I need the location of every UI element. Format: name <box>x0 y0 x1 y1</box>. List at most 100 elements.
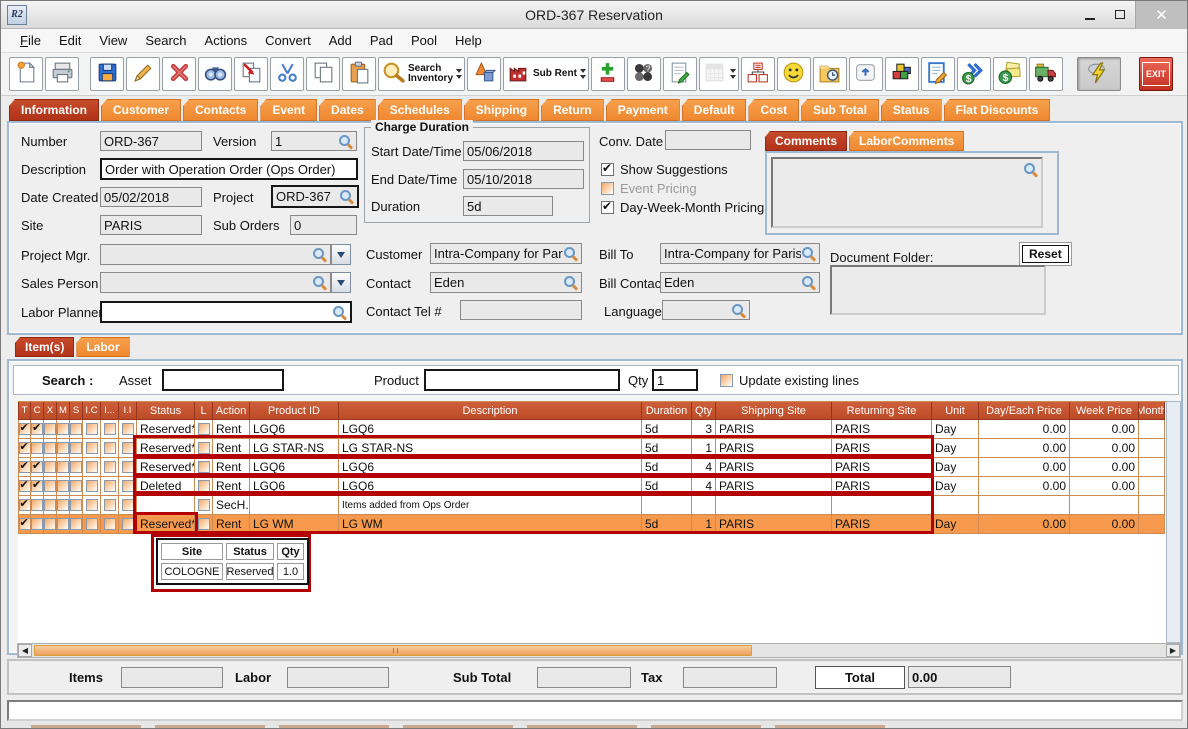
menu-edit[interactable]: Edit <box>58 33 82 48</box>
row-checkbox[interactable] <box>57 480 69 492</box>
column-header-c[interactable]: C <box>31 402 44 420</box>
row-checkbox[interactable] <box>70 480 82 492</box>
search-icon[interactable] <box>563 275 578 290</box>
tab-comments[interactable]: Comments <box>765 131 848 151</box>
row-checkbox[interactable] <box>121 461 134 473</box>
row-checkbox[interactable] <box>121 423 134 435</box>
l-checkbox[interactable] <box>197 461 210 473</box>
document-folder-field[interactable] <box>830 265 1046 315</box>
row-checkbox[interactable] <box>44 480 56 492</box>
reset-button[interactable]: Reset <box>1019 242 1072 266</box>
row-checkbox[interactable] <box>57 499 69 511</box>
row-checkbox[interactable] <box>70 499 82 511</box>
version-field[interactable]: 1 <box>271 131 357 151</box>
new-document-button[interactable] <box>9 57 43 91</box>
tab-default[interactable]: Default <box>681 99 747 121</box>
search-icon[interactable] <box>312 275 327 290</box>
customer-field[interactable]: Intra-Company for Paris Site <box>430 243 582 264</box>
search-icon[interactable] <box>339 189 354 204</box>
menu-help[interactable]: Help <box>455 33 482 48</box>
save-button[interactable] <box>90 57 124 91</box>
column-header-shipping-site[interactable]: Shipping Site <box>716 402 832 420</box>
search-icon[interactable] <box>312 247 327 262</box>
search-icon[interactable] <box>731 303 746 318</box>
row-checkbox[interactable] <box>57 518 69 530</box>
search-icon[interactable] <box>563 246 578 261</box>
checkbox-icon[interactable] <box>601 199 614 214</box>
l-checkbox[interactable] <box>197 499 210 511</box>
copy-button[interactable] <box>306 57 340 91</box>
tab-payment[interactable]: Payment <box>605 99 680 121</box>
tab-contacts[interactable]: Contacts <box>183 99 259 121</box>
search-icon[interactable] <box>801 275 816 290</box>
bill-contact-field[interactable]: Eden <box>660 272 820 293</box>
sub-orders-field[interactable]: 0 <box>290 215 357 235</box>
column-header-unit[interactable]: Unit <box>932 402 979 420</box>
tab-information[interactable]: Information <box>9 99 99 121</box>
calendar-button[interactable] <box>698 57 739 91</box>
contact-field[interactable]: Eden <box>430 272 582 293</box>
column-header-product-id[interactable]: Product ID <box>250 402 339 420</box>
column-header-i-i[interactable]: I.I <box>119 402 137 420</box>
close-button[interactable]: ✕ <box>1135 1 1187 29</box>
row-checkbox[interactable] <box>44 442 56 454</box>
scroll-right-arrow[interactable]: ▶ <box>1166 644 1180 657</box>
tab-return[interactable]: Return <box>541 99 604 121</box>
menu-search[interactable]: Search <box>145 33 187 48</box>
row-checkbox[interactable] <box>19 497 30 511</box>
project-mgr-dropdown-arrow[interactable] <box>331 244 351 265</box>
row-checkbox[interactable] <box>121 442 134 454</box>
shapes-3d-button[interactable] <box>467 57 502 91</box>
column-header-m[interactable]: M <box>57 402 70 420</box>
row-checkbox[interactable] <box>85 518 98 530</box>
column-header-returning-site[interactable]: Returning Site <box>832 402 932 420</box>
row-checkbox[interactable] <box>70 423 82 435</box>
labor-planner-field[interactable] <box>100 301 352 323</box>
edit-pencil-button[interactable] <box>126 57 160 91</box>
contact-tel-field[interactable] <box>460 300 582 320</box>
row-checkbox[interactable] <box>103 442 116 454</box>
tab-cost[interactable]: Cost <box>748 99 800 121</box>
row-checkbox[interactable] <box>57 423 69 435</box>
column-header-x[interactable]: X <box>44 402 57 420</box>
column-header-i-c[interactable]: I.C <box>83 402 101 420</box>
dollar-arrows-button[interactable]: $ <box>956 57 991 91</box>
row-checkbox[interactable] <box>44 461 56 473</box>
bill-to-field[interactable]: Intra-Company for Paris Site <box>660 243 820 264</box>
tab-sub-total[interactable]: Sub Total <box>801 99 879 121</box>
row-checkbox[interactable] <box>85 480 98 492</box>
row-checkbox[interactable] <box>103 499 116 511</box>
menu-view[interactable]: View <box>99 33 128 48</box>
row-checkbox[interactable] <box>85 499 98 511</box>
column-header-action[interactable]: Action <box>213 402 250 420</box>
tab-laborcomments[interactable]: LaborComments <box>849 131 965 151</box>
row-checkbox[interactable] <box>57 461 69 473</box>
conv-date-field[interactable] <box>665 130 751 150</box>
l-checkbox[interactable] <box>197 423 210 435</box>
menu-file[interactable]: File <box>20 33 41 48</box>
smiley-button[interactable] <box>776 57 811 91</box>
column-header-description[interactable]: Description <box>339 402 642 420</box>
row-checkbox[interactable] <box>19 516 30 530</box>
menu-pad[interactable]: Pad <box>369 33 393 48</box>
comments-textarea[interactable] <box>771 157 1043 228</box>
column-header-duration[interactable]: Duration <box>642 402 692 420</box>
row-checkbox[interactable] <box>31 478 43 492</box>
table-row[interactable]: SecH...Items added from Ops Order <box>18 496 1166 515</box>
site-field[interactable]: PARIS <box>100 215 202 235</box>
note-edit-button[interactable] <box>920 57 955 91</box>
horizontal-scrollbar[interactable]: ◀ ▶ <box>17 643 1181 658</box>
scroll-left-arrow[interactable]: ◀ <box>18 644 32 657</box>
tab-labor[interactable]: Labor <box>76 337 130 357</box>
table-row[interactable]: Reserved*RentLGQ6LGQ65d4PARISPARISDay0.0… <box>18 458 1166 477</box>
tab-event[interactable]: Event <box>260 99 318 121</box>
column-header-l[interactable]: L <box>195 402 213 420</box>
row-checkbox[interactable] <box>103 480 116 492</box>
language-field[interactable] <box>662 300 750 320</box>
find-binoculars-button[interactable] <box>198 57 232 91</box>
product-input[interactable] <box>424 369 620 391</box>
tab-shipping[interactable]: Shipping <box>463 99 540 121</box>
checkbox-icon[interactable] <box>601 182 614 195</box>
